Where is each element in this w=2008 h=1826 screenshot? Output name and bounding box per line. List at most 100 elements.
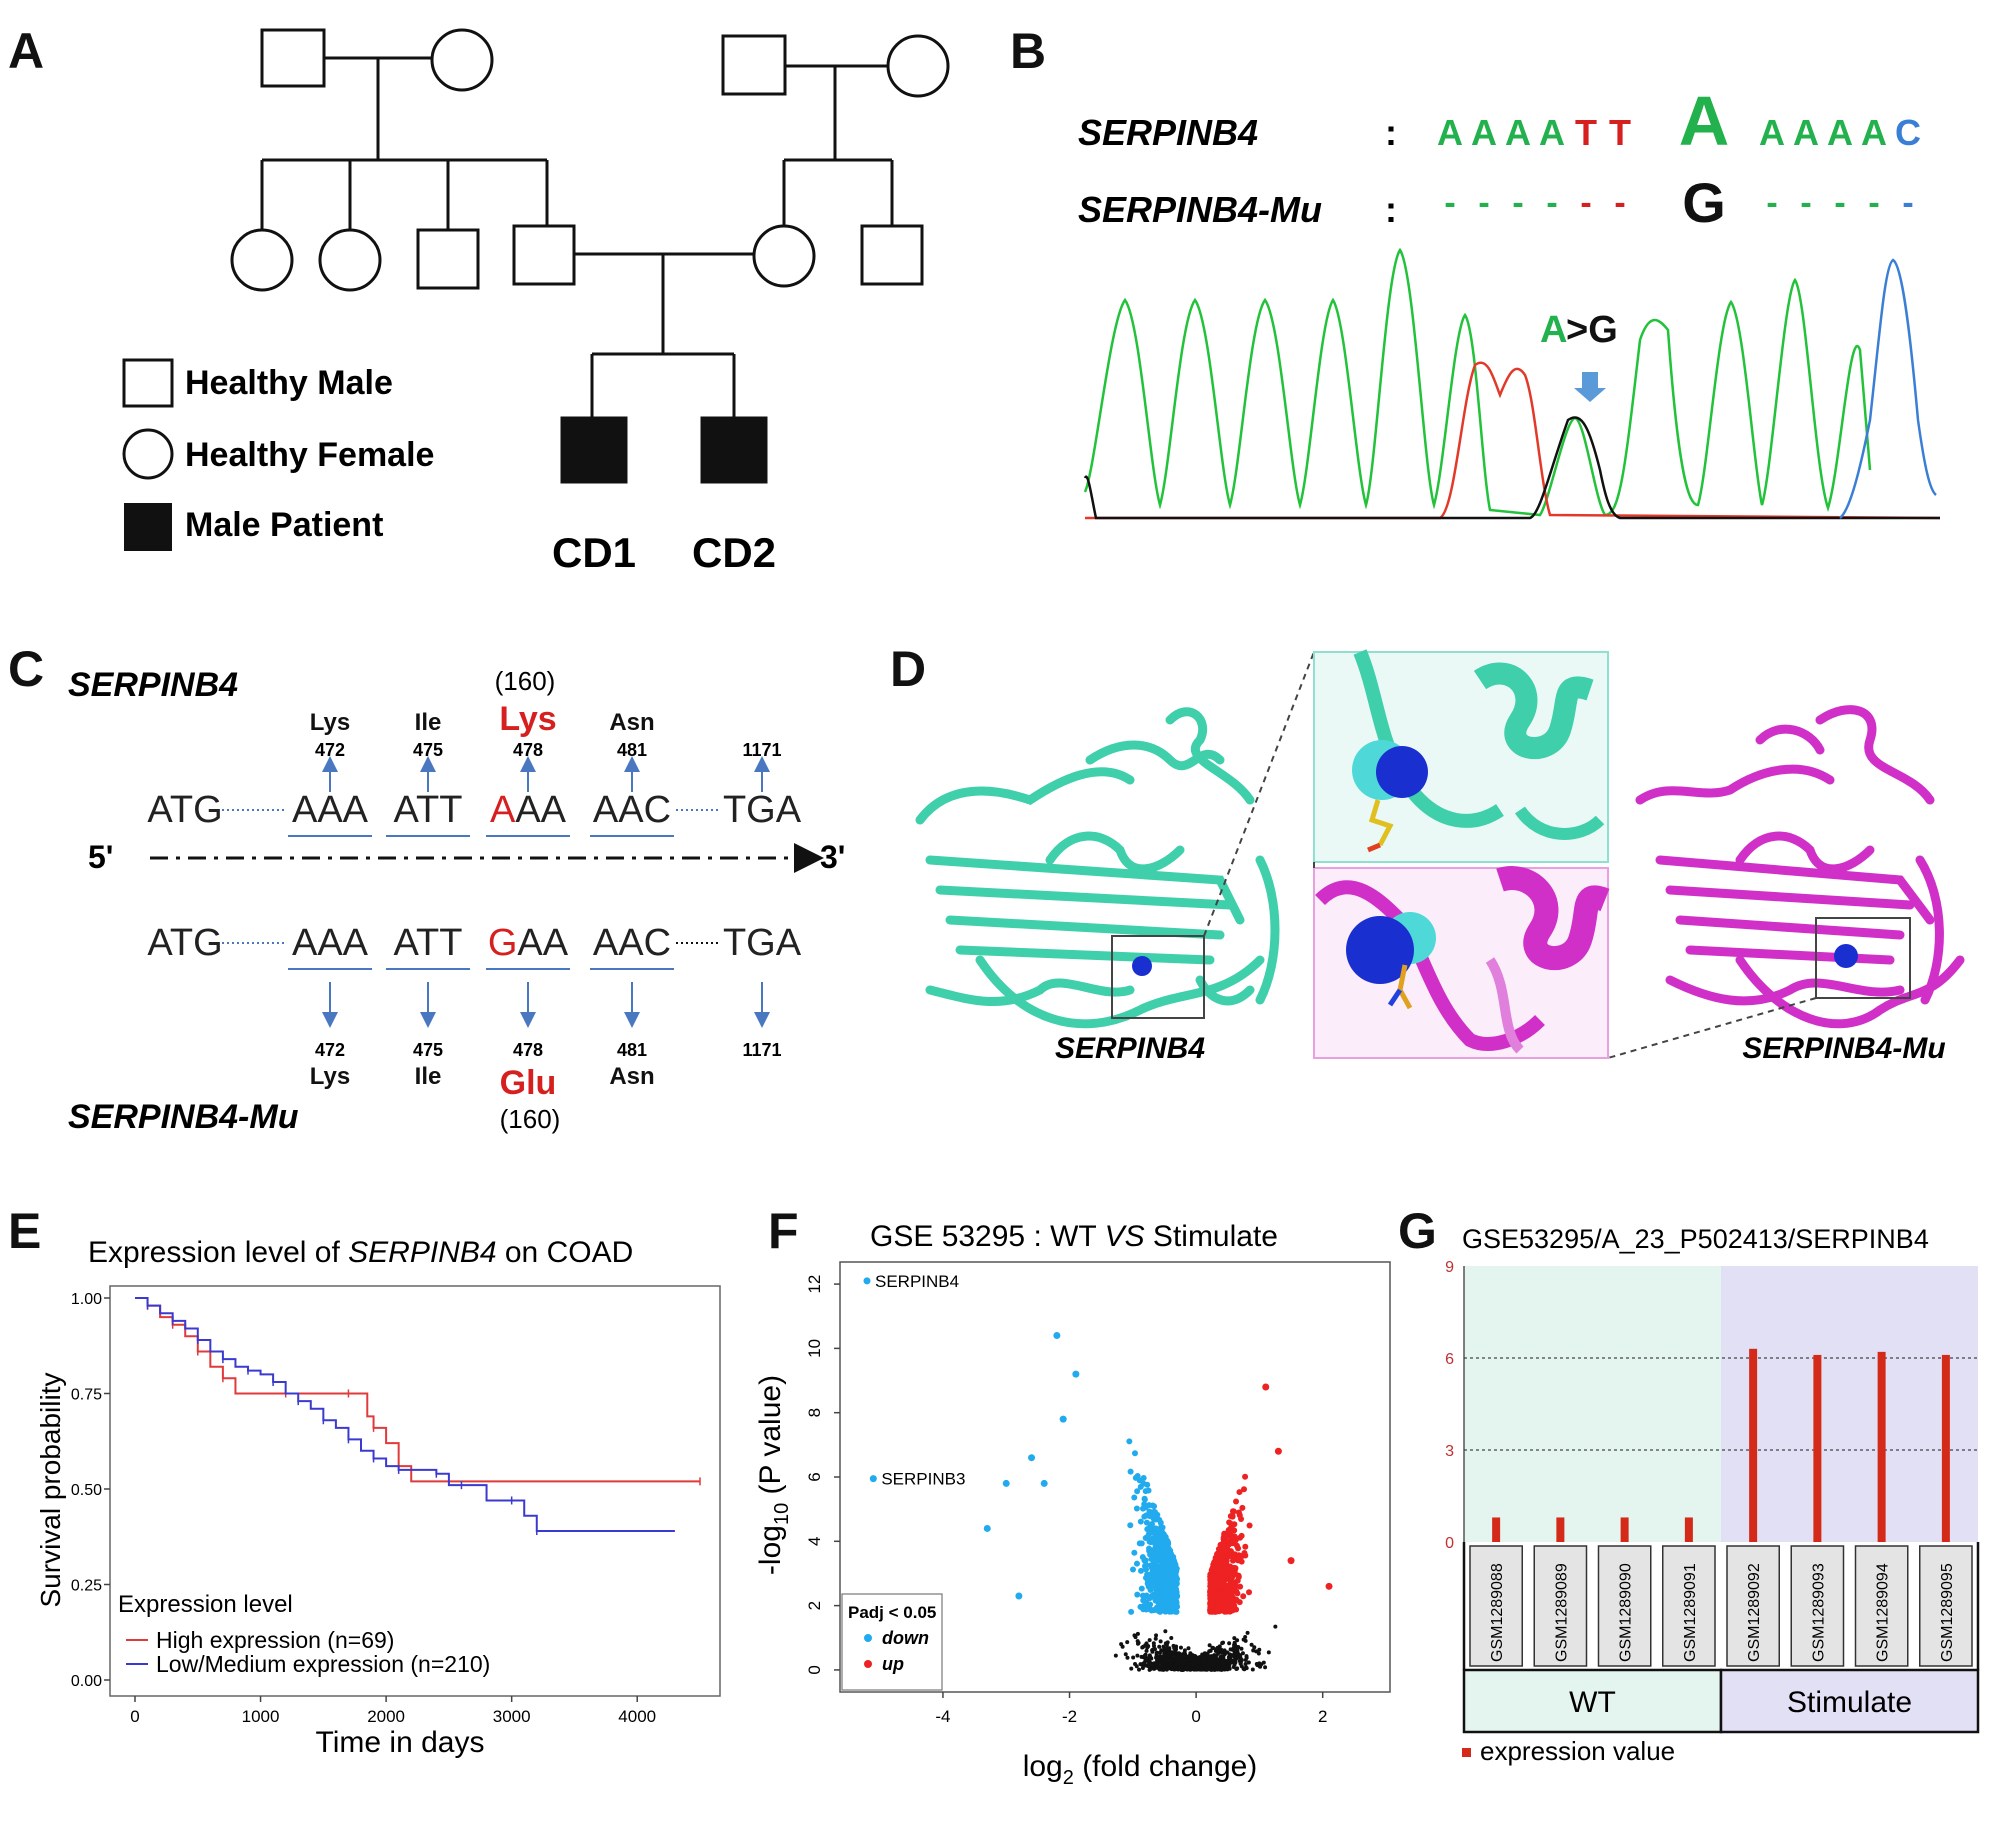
volcano-point-ns (1252, 1645, 1257, 1650)
volcano-point-ns (1144, 1648, 1149, 1653)
volcano-ytick-label: 10 (805, 1339, 824, 1358)
volcano-point-ns (1153, 1636, 1158, 1641)
codon-mutated: GAA (488, 922, 569, 964)
volcano-xtick-label: -2 (1062, 1707, 1077, 1726)
volcano-point-ns (1135, 1639, 1140, 1644)
volcano-point-ns (1134, 1664, 1139, 1669)
mu-base: - (1478, 184, 1489, 222)
wt-base: A (1793, 112, 1819, 153)
volcano-point-ns (1129, 1666, 1134, 1671)
volcano-point-ns (1232, 1636, 1237, 1641)
legend-patient-icon (124, 503, 172, 551)
pedigree-male-i1 (260, 28, 326, 88)
volcano-point-ns (1186, 1662, 1191, 1667)
mu-base: - (1834, 184, 1845, 222)
panel-c-mu-name: SERPINB4-Mu (68, 1098, 299, 1136)
volcano-point-down (1160, 1606, 1167, 1613)
volcano-point-ns (1123, 1652, 1128, 1657)
codon-number: 478 (513, 740, 543, 760)
km-line-low (135, 1297, 675, 1533)
mu-base: - (1512, 184, 1523, 222)
codon: AAC (593, 789, 671, 831)
volcano-point-down (1160, 1567, 1167, 1574)
volcano-point-up (1211, 1577, 1218, 1584)
volcano-point-down (1128, 1608, 1135, 1615)
legend-male-icon (122, 358, 174, 408)
volcano-point-down (1133, 1560, 1140, 1567)
volcano-point-down (1053, 1332, 1061, 1340)
volcano-point-up (1225, 1598, 1232, 1605)
codon: ATG (147, 789, 222, 831)
sample-label-box (1597, 1545, 1652, 1667)
volcano-point-ns (1210, 1645, 1215, 1650)
bar-legend-swatch (1462, 1748, 1471, 1757)
volcano-point-ns (1251, 1648, 1256, 1653)
group-box-stimulate (1719, 1668, 1980, 1734)
volcano-point-ns (1217, 1660, 1222, 1665)
volcano-point-down (1170, 1578, 1177, 1585)
volcano-point-ns (1187, 1653, 1192, 1658)
km-axes: 0 1000 2000 3000 4000 0.00 0.25 0.50 0.75 1.00 (71, 1291, 656, 1726)
patient-label-cd1: CD1 (552, 529, 636, 576)
pedigree-female-i2 (430, 28, 494, 92)
panel-c-label: C (8, 641, 44, 697)
bar (1620, 1517, 1629, 1542)
volcano-point-down (1141, 1563, 1148, 1570)
codon-number: 481 (617, 740, 647, 760)
wt-base: A (1539, 112, 1565, 153)
volcano-point-down (1144, 1481, 1151, 1488)
protein-mu-highlight (1815, 917, 1911, 999)
volcano-point-ns (1183, 1658, 1188, 1663)
volcano-point-ns (1213, 1662, 1218, 1667)
km-ytick-label: 0.50 (71, 1482, 102, 1499)
panel-d-label: D (890, 641, 926, 697)
volcano-point-down (1151, 1591, 1158, 1598)
amino-acid: Asn (609, 709, 654, 736)
volcano-point-down (1147, 1546, 1154, 1553)
volcano-point-down (1161, 1532, 1168, 1539)
volcano-point-up (1287, 1557, 1295, 1565)
km-legend-title: Expression level (118, 1591, 293, 1618)
volcano-labeled-point (869, 1475, 877, 1483)
wt-base: A (1679, 82, 1730, 160)
volcano-point-ns (1200, 1662, 1205, 1667)
volcano-point-ns (1169, 1636, 1174, 1641)
codon-number: 472 (315, 740, 345, 760)
wt-base: T (1609, 112, 1631, 153)
km-title: Expression level of SERPINB4 on COAD (88, 1236, 633, 1269)
volcano-point-ns (1147, 1666, 1152, 1671)
volcano-point-ns (1227, 1652, 1232, 1657)
volcano-point-up (1227, 1529, 1234, 1536)
mu-base: G (1682, 171, 1726, 234)
bar (1877, 1351, 1886, 1542)
panel-f: F GSE 53295 : WT VS Stimulate -4 -2 0 2 0 2 4 6… (754, 1203, 1391, 1789)
volcano-point-ns (1150, 1662, 1155, 1667)
km-ylabel: Survival probability (35, 1373, 66, 1608)
volcano-point-up (1221, 1608, 1228, 1615)
wt-base: A (1759, 112, 1785, 153)
pedigree-patient-cd2 (700, 416, 768, 484)
codon-number: 475 (413, 1040, 443, 1060)
volcano-point-ns (1149, 1656, 1154, 1661)
km-ytick-label: 0.75 (71, 1387, 102, 1404)
codon-number: 481 (617, 1040, 647, 1060)
volcano-point-up (1230, 1534, 1237, 1541)
pedigree-legend: Healthy Male Healthy Female Male Patient (122, 358, 434, 551)
codon-row-mu: ATG AAA 472 Lys ATT 475 Ile GAA 478 Glu AAC 481 Asn T… (147, 922, 801, 1102)
volcano-point-up (1237, 1583, 1244, 1590)
volcano-point-ns (1235, 1646, 1240, 1651)
sample-label-box (1726, 1545, 1780, 1667)
amino-acid: Lys (310, 709, 350, 736)
volcano-point-ns (1191, 1662, 1196, 1667)
amino-acid: Glu (500, 1064, 557, 1102)
volcano-point-ns (1162, 1662, 1167, 1667)
volcano-point-up (1230, 1569, 1237, 1576)
volcano-point-down (1157, 1543, 1164, 1550)
volcano-point-down (1159, 1592, 1166, 1599)
panel-d-mu-caption: SERPINB4-Mu (1742, 1032, 1945, 1065)
volcano-point-down (1133, 1505, 1140, 1512)
volcano-point-ns (1221, 1662, 1226, 1667)
volcano-point-ns (1243, 1661, 1248, 1666)
volcano-legend-up-dot (864, 1660, 872, 1668)
volcano-point-up (1238, 1532, 1245, 1539)
